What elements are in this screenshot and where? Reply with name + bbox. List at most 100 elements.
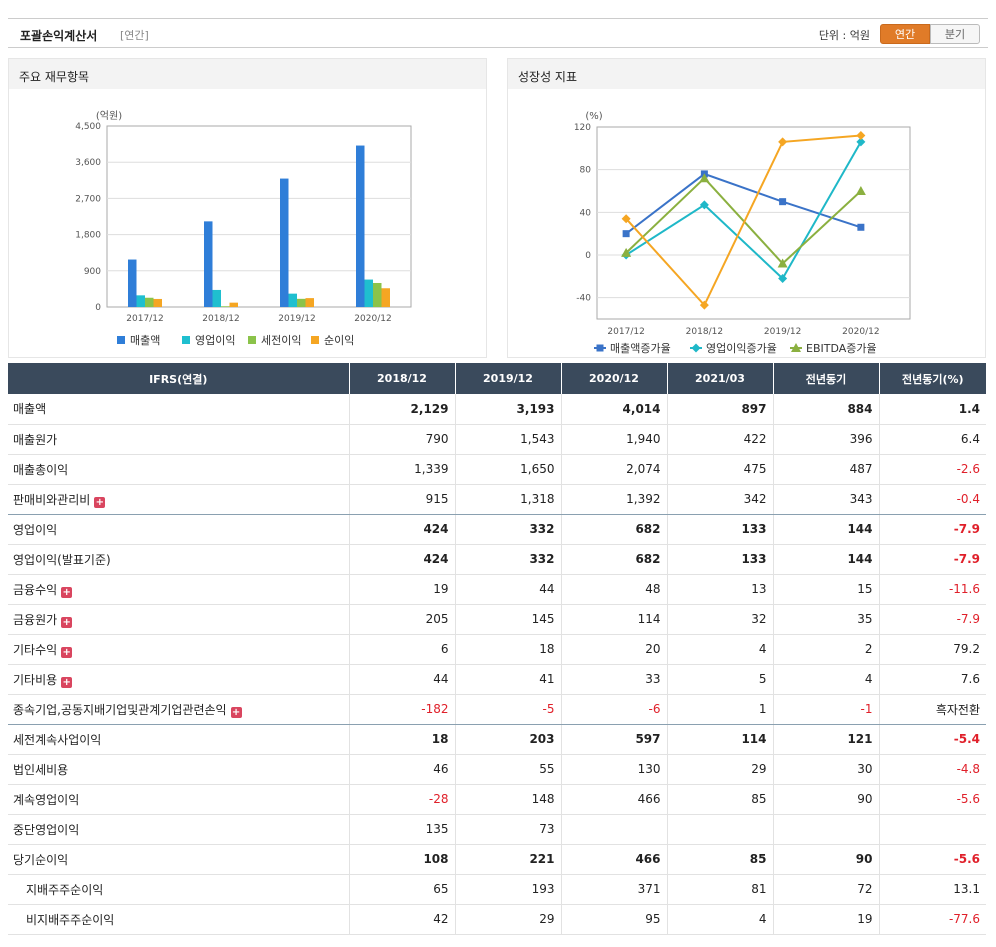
legend-label: 매출액 [130,334,160,347]
legend-marker [596,344,604,352]
key-financials-chart: 4,500 3,600 2,700 1,800 900 0 (억원) 2017/12 2018/… [75,110,412,347]
table-cell: 422 [666,424,773,455]
bar-순이익 [229,302,238,307]
row-label[interactable]: 금융원가 + [8,604,349,635]
table-cell: 35 [772,604,879,635]
expand-icon[interactable]: + [61,616,73,628]
table-cell: -11.6 [878,574,986,605]
point-영업이익증가율 [856,137,866,147]
row-label[interactable]: 판매비와관리비 + [8,484,349,515]
table-cell: 15 [772,574,879,605]
table-cell: 475 [666,454,773,485]
expand-icon[interactable]: + [94,496,106,508]
table-cell: 1,543 [454,424,561,455]
column-header: 전년동기 [773,363,880,394]
annual-button[interactable]: 연간 [880,24,930,44]
table-cell: 4 [666,904,773,935]
table-cell: 342 [666,484,773,515]
table-cell: 79.2 [878,634,986,665]
bar-세전이익 [373,282,382,307]
x-tick-label: 2017/12 [126,314,163,324]
y-tick-label: -40 [576,294,591,304]
table-cell: 203 [454,724,561,755]
table-cell: 424 [348,544,455,575]
table-cell: 1.4 [878,394,986,425]
table-cell: 19 [772,904,879,935]
table-cell: 46 [348,754,455,785]
y-tick-label: 900 [84,267,101,277]
plot-area [596,126,911,320]
point-순이익증가율 [699,300,709,310]
table-cell [666,814,773,845]
column-header: 전년동기(%) [879,363,986,394]
row-label[interactable]: 기타수익 + [8,634,349,665]
legend-label: 순이익 [324,334,354,347]
legend-label: 세전이익 [261,334,301,347]
row-label[interactable]: 기타비용 + [8,664,349,695]
table-cell: -5.6 [878,784,986,815]
table-cell: 2,129 [348,394,455,425]
table-cell: 135 [348,814,455,845]
table-cell: 81 [666,874,773,905]
table-cell: -4.8 [878,754,986,785]
table-cell: 18 [348,724,455,755]
table-cell: 682 [560,544,667,575]
table-cell: 343 [772,484,879,515]
unit-label: 단위 : 억원 [818,29,870,42]
table-row: 당기순이익 108 221 466 85 90 -5.6 [8,844,986,875]
table-cell: 44 [348,664,455,695]
row-label: 계속영업이익 [8,784,349,815]
table-cell: 915 [348,484,455,515]
table-cell: -5.4 [878,724,986,755]
bar-순이익 [153,298,162,307]
row-label[interactable]: 종속기업,공동지배기업및관계기업관련손익 + [8,694,349,725]
table-cell: 2,074 [560,454,667,485]
table-cell: 19 [348,574,455,605]
table-row: 금융원가 +205 145 114 32 35 -7.9 [8,604,986,635]
row-label: 매출액 [8,394,349,425]
row-label[interactable]: 금융수익 + [8,574,349,605]
y-axis-label: (%) [585,111,602,122]
table-cell: 424 [348,514,455,545]
quarter-button[interactable]: 분기 [930,24,980,44]
table-cell: -7.9 [878,514,986,545]
bar-매출액 [356,145,365,307]
table-row: 지배주주순이익 65 193 371 81 72 13.1 [8,874,986,905]
y-tick-label: 2,700 [75,194,101,204]
point-영업이익증가율 [778,273,788,283]
table-cell: 20 [560,634,667,665]
table-cell: 145 [454,604,561,635]
bar-영업이익 [212,289,221,307]
table-cell: 90 [772,844,879,875]
table-cell: -7.9 [878,544,986,575]
table-body: 매출액 2,129 3,193 4,014 897 884 1.4 매출원가 790 1,543 1… [8,394,986,935]
table-cell: 42 [348,904,455,935]
legend-label: 영업이익 [195,334,235,347]
table-cell: 897 [666,394,773,425]
expand-icon[interactable]: + [230,706,242,718]
column-header: 2018/12 [349,363,456,394]
y-tick-label: 80 [580,166,592,176]
expand-icon[interactable]: + [61,586,73,598]
table-cell: 4,014 [560,394,667,425]
table-cell: -1 [772,694,879,725]
row-label: 영업이익(발표기준) [8,544,349,575]
expand-icon[interactable]: + [61,676,73,688]
table-cell: 1,318 [454,484,561,515]
series-line-순이익증가율 [625,134,861,307]
table-cell: 114 [560,604,667,635]
table-cell: 95 [560,904,667,935]
table-cell: 133 [666,514,773,545]
table-cell: -0.4 [878,484,986,515]
y-tick-label: 3,600 [75,158,101,168]
y-tick-label: 120 [574,123,591,133]
growth-panel: 성장성 지표 120 80 40 0 -40 (%) 2017/12 2018/12 2019/… [507,58,986,358]
row-label: 비지배주주순이익 [8,904,349,935]
bar-영업이익 [288,293,297,307]
row-label: 법인세비용 [8,754,349,785]
table-cell: 13.1 [878,874,986,905]
expand-icon[interactable]: + [61,646,73,658]
bar-세전이익 [145,297,154,307]
table-row: 세전계속사업이익 18 203 597 114 121 -5.4 [8,724,986,755]
table-cell: -5 [454,694,561,725]
